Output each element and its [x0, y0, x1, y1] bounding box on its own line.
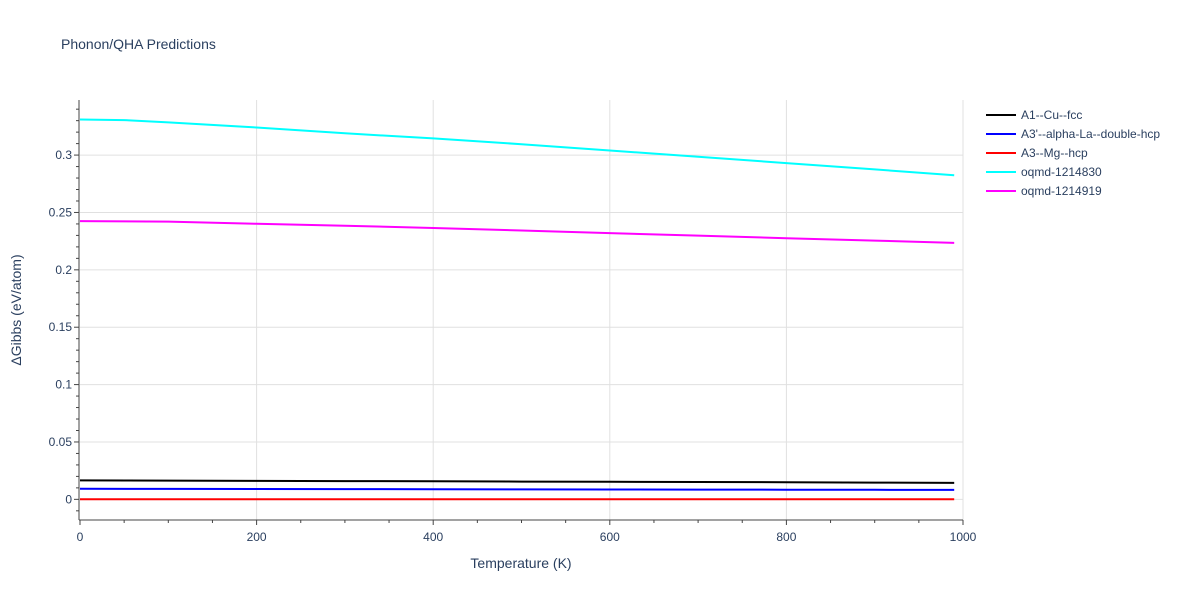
- series-line-a3-alpha-la-double-hcp[interactable]: [79, 487, 955, 491]
- y-tick-label: 0.2: [55, 263, 72, 277]
- y-tick-label: 0: [65, 492, 72, 506]
- y-tick-label: 0.3: [55, 148, 72, 162]
- x-tick-label: 0: [77, 530, 84, 544]
- legend-item[interactable]: A3--Mg--hcp: [986, 146, 1088, 160]
- chart-title: Phonon/QHA Predictions: [61, 36, 216, 52]
- legend-label: oqmd-1214830: [1021, 165, 1102, 179]
- legend-label: A3--Mg--hcp: [1021, 146, 1088, 160]
- x-tick-label: 1000: [950, 530, 977, 544]
- x-tick-label: 400: [423, 530, 443, 544]
- y-tick-label: 0.1: [55, 378, 72, 392]
- series-line-oqmd-1214919[interactable]: [79, 220, 955, 244]
- y-tick-label: 0.05: [49, 435, 73, 449]
- x-tick-label: 200: [247, 530, 267, 544]
- tick-labels: 0 200 400 600 800 1000 0 0.05 0.1 0.15 0.2 0.25 0.3: [49, 148, 977, 544]
- series-line-oqmd-1214830[interactable]: [79, 118, 955, 177]
- grid-lines: [80, 100, 964, 520]
- x-tick-label: 800: [776, 530, 796, 544]
- x-tick-label: 600: [600, 530, 620, 544]
- legend-item[interactable]: oqmd-1214830: [986, 165, 1102, 179]
- legend-item[interactable]: oqmd-1214919: [986, 184, 1102, 198]
- legend-item[interactable]: A1--Cu--fcc: [986, 108, 1082, 122]
- axes: [74, 100, 964, 525]
- y-axis-title: ΔGibbs (eV/atom): [8, 254, 24, 365]
- legend-label: A1--Cu--fcc: [1021, 108, 1082, 122]
- y-tick-label: 0.15: [49, 320, 73, 334]
- y-tick-label: 0.25: [49, 205, 73, 219]
- legend-item[interactable]: A3'--alpha-La--double-hcp: [986, 127, 1160, 141]
- legend-label: A3'--alpha-La--double-hcp: [1021, 127, 1160, 141]
- series-lines: [79, 118, 955, 501]
- legend-label: oqmd-1214919: [1021, 184, 1102, 198]
- legend[interactable]: A1--Cu--fcc A3'--alpha-La--double-hcp A3--…: [986, 108, 1160, 198]
- series-line-a1-cu-fcc[interactable]: [79, 479, 955, 484]
- x-axis-title: Temperature (K): [470, 555, 571, 571]
